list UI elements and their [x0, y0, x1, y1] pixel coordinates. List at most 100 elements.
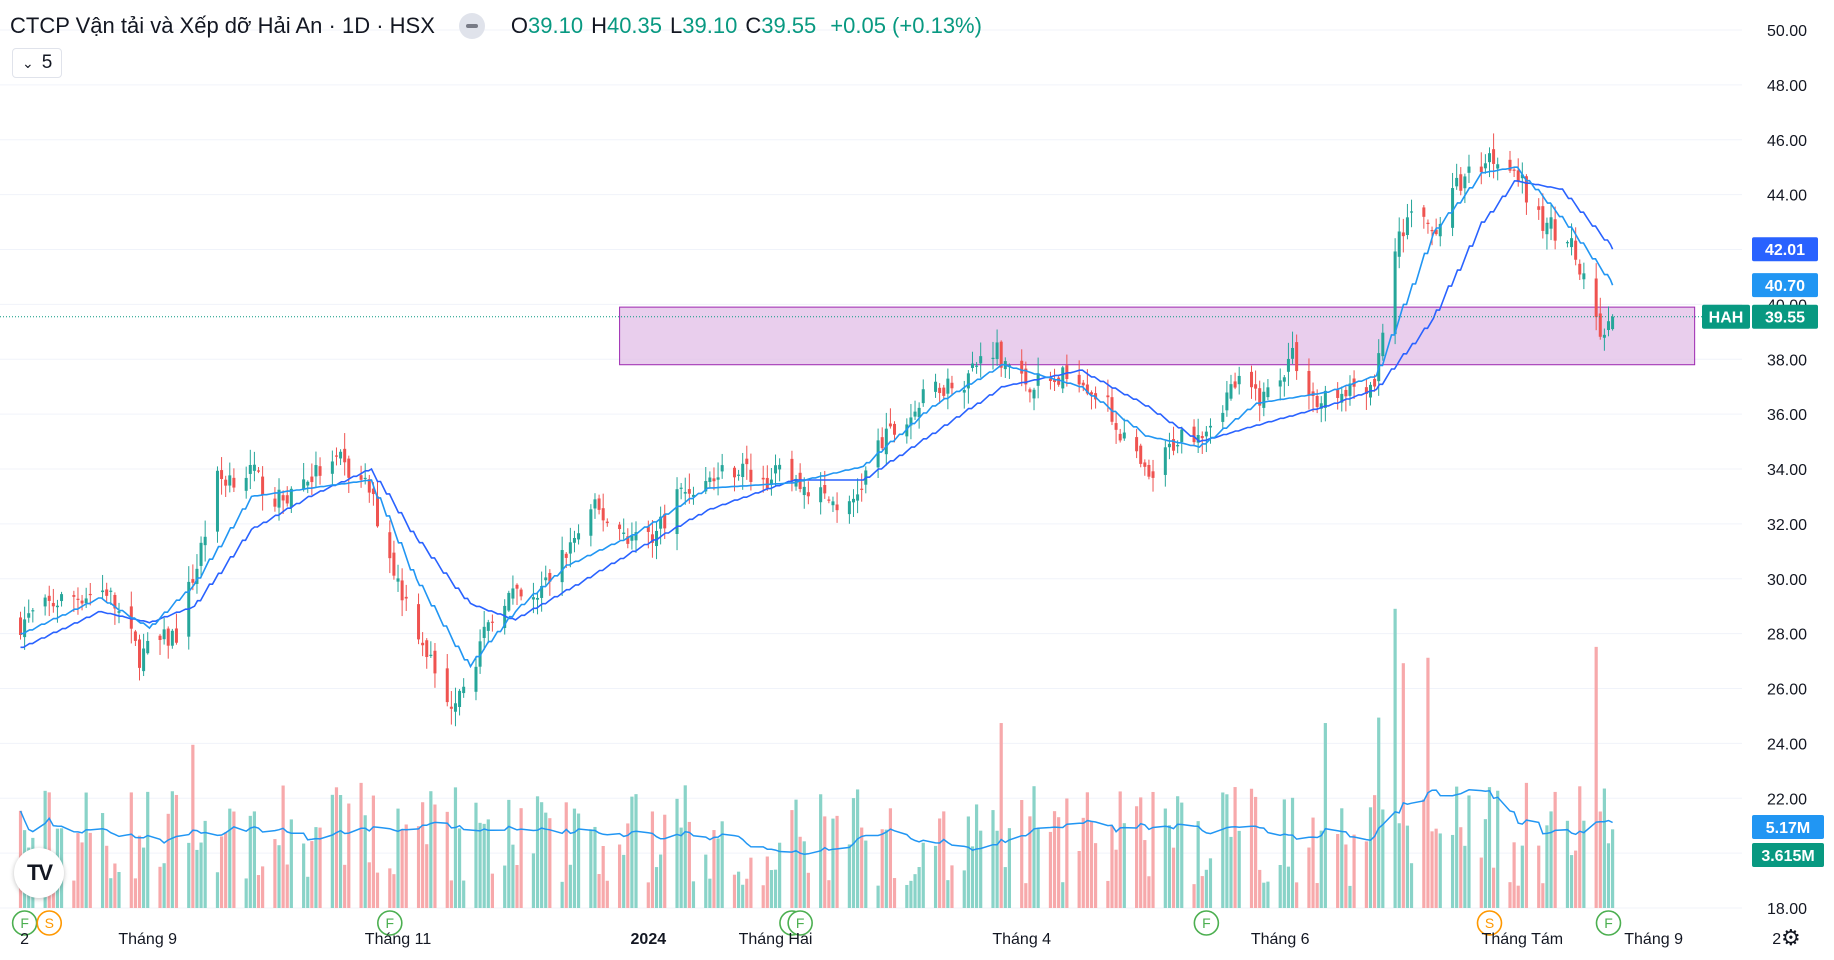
volume-bar: [486, 819, 490, 908]
candle-body: [1135, 437, 1139, 452]
candle-body: [302, 479, 306, 490]
volume-bar: [1249, 788, 1254, 908]
price-axis[interactable]: 50.0048.0046.0044.0042.0040.0038.0036.00…: [1702, 23, 1824, 918]
candle-body: [893, 423, 897, 435]
volume-bar: [1381, 809, 1385, 908]
volume-bar: [392, 874, 396, 908]
indicators-toggle[interactable]: ⌄ 5: [12, 48, 63, 78]
volume-bar: [732, 874, 737, 908]
candle-body: [55, 605, 59, 608]
y-tick-label: 18.00: [1767, 901, 1807, 918]
candle-body: [1606, 321, 1610, 331]
price-tag: [1752, 237, 1818, 262]
candle-body: [1028, 389, 1032, 393]
candle-body: [289, 488, 293, 508]
gear-icon[interactable]: ⚙: [1781, 925, 1801, 950]
candle-body: [1065, 365, 1069, 380]
volume-bar: [1348, 885, 1352, 908]
candle-body: [749, 469, 753, 482]
candle-body: [458, 690, 462, 707]
candle-body: [1258, 388, 1262, 406]
candle-body: [942, 387, 946, 396]
volume-bar: [1032, 786, 1036, 908]
candle-body: [536, 597, 540, 600]
volume-bar: [277, 845, 281, 908]
volume-bar: [248, 815, 252, 908]
candle-body: [1508, 159, 1512, 171]
volume-bar: [367, 862, 371, 908]
volume-bar: [142, 847, 146, 908]
volume-bar: [1282, 799, 1286, 908]
candle-body: [72, 595, 76, 597]
candle-body: [478, 641, 482, 667]
event-markers[interactable]: FSFFFFSF: [11, 910, 1622, 936]
y-tick-label: 48.00: [1767, 78, 1807, 95]
chevron-down-icon: ⌄: [22, 54, 34, 71]
support-zone[interactable]: [619, 306, 1696, 366]
candle-body: [1578, 263, 1582, 275]
volume-bar: [1262, 882, 1266, 908]
volume-bar: [1450, 834, 1455, 908]
candle-body: [1167, 443, 1171, 448]
volume-bar: [285, 864, 289, 908]
volume-bar: [1036, 829, 1040, 908]
volume-bar: [137, 835, 142, 908]
volume-bar: [921, 842, 925, 908]
symbol-title[interactable]: CTCP Vận tải và Xếp dỡ Hải An · 1D · HSX: [10, 13, 435, 38]
volume-bar: [1081, 817, 1085, 908]
volume-bar: [1163, 808, 1167, 908]
candle-body: [589, 509, 593, 536]
volume-bar: [252, 811, 257, 908]
candle-body: [195, 568, 199, 584]
volume-bar: [650, 811, 655, 908]
low-label: L: [670, 13, 683, 38]
candle-body: [515, 584, 519, 589]
volume-bar: [1286, 866, 1291, 908]
volume-bar: [1233, 787, 1237, 908]
volume-bar: [1340, 808, 1344, 908]
volume-bar: [1602, 788, 1606, 908]
candle-body: [1106, 395, 1110, 398]
volume-bar: [113, 863, 117, 908]
candle-body: [1204, 431, 1208, 437]
volume-bar: [1171, 847, 1176, 908]
volume-bar: [622, 854, 626, 908]
candle-body: [277, 489, 281, 508]
volume-bar: [593, 826, 597, 908]
volume-bar: [273, 839, 277, 908]
candle-body: [519, 589, 523, 597]
volume-bar: [1434, 828, 1438, 908]
candle-body: [761, 477, 765, 480]
volume-bar: [334, 787, 339, 908]
volume-bar: [261, 866, 265, 908]
candle-body: [1163, 447, 1167, 475]
candle-body: [646, 526, 650, 532]
volume-bar: [302, 843, 306, 908]
candle-body: [232, 477, 236, 488]
volume-bar: [950, 865, 954, 908]
candle-body: [1344, 389, 1348, 397]
candle-body: [248, 465, 252, 474]
symbol-tag: [1702, 304, 1750, 329]
volume-bar: [917, 867, 921, 908]
tradingview-logo[interactable]: TV: [14, 848, 64, 898]
candle-body: [1455, 177, 1459, 187]
candle-body: [1286, 358, 1290, 372]
price-tag: [1752, 304, 1818, 329]
candle-body: [396, 578, 400, 582]
volume-bar: [117, 871, 121, 908]
candle-body: [252, 464, 256, 471]
volume-bar: [232, 811, 236, 908]
candle-body: [1278, 380, 1282, 387]
volume-bar: [1352, 834, 1356, 908]
minus-icon[interactable]: [458, 13, 485, 39]
candle-body: [917, 407, 921, 418]
candle-body: [819, 487, 823, 503]
candle-body: [23, 619, 27, 638]
y-tick-label: 44.00: [1767, 188, 1807, 205]
volume-bar: [1114, 849, 1118, 908]
candle-body: [482, 626, 486, 638]
time-axis[interactable]: 2 Tháng 9 Tháng 11 2024 Tháng Hai Tháng 4 Thán…: [20, 931, 1781, 948]
candle-body: [433, 650, 437, 674]
